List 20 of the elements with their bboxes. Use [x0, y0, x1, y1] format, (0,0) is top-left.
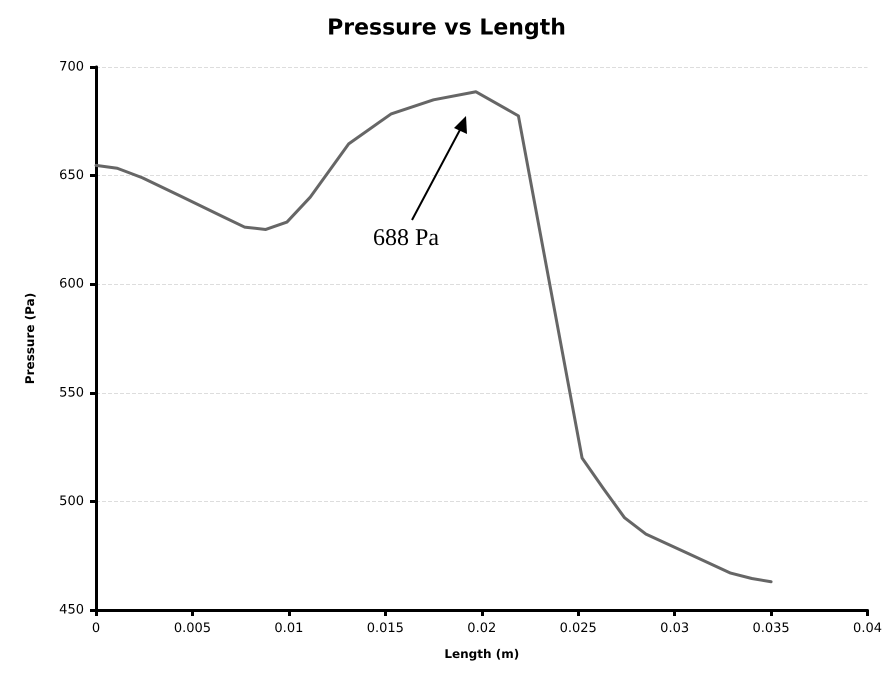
x-tick-label: 0.005 [174, 621, 212, 636]
y-tick-label: 550 [59, 385, 84, 400]
x-tick-label: 0.04 [853, 621, 882, 636]
y-axis-title: Pressure (Pa) [23, 292, 37, 384]
y-tick-label: 600 [59, 276, 84, 292]
y-tick-label: 650 [59, 168, 84, 184]
y-tick-label: 700 [59, 60, 84, 74]
x-tick-label: 0.035 [752, 621, 790, 636]
x-tick-label: 0.025 [560, 621, 597, 636]
y-tick-label: 500 [59, 494, 84, 509]
x-axis-title: Length (m) [444, 647, 520, 661]
line-series [94, 90, 773, 584]
x-tick-label: 0.01 [274, 621, 304, 636]
x-tick-label: 0.02 [467, 621, 496, 636]
y-tick-label: 450 [59, 602, 84, 618]
x-tick-label: 0 [92, 621, 100, 636]
x-tick-label: 0.015 [366, 621, 404, 636]
annotation: 688 Pa [372, 224, 440, 252]
chart-title: Pressure vs Length [327, 16, 566, 40]
x-tick-label: 0.03 [660, 621, 690, 636]
